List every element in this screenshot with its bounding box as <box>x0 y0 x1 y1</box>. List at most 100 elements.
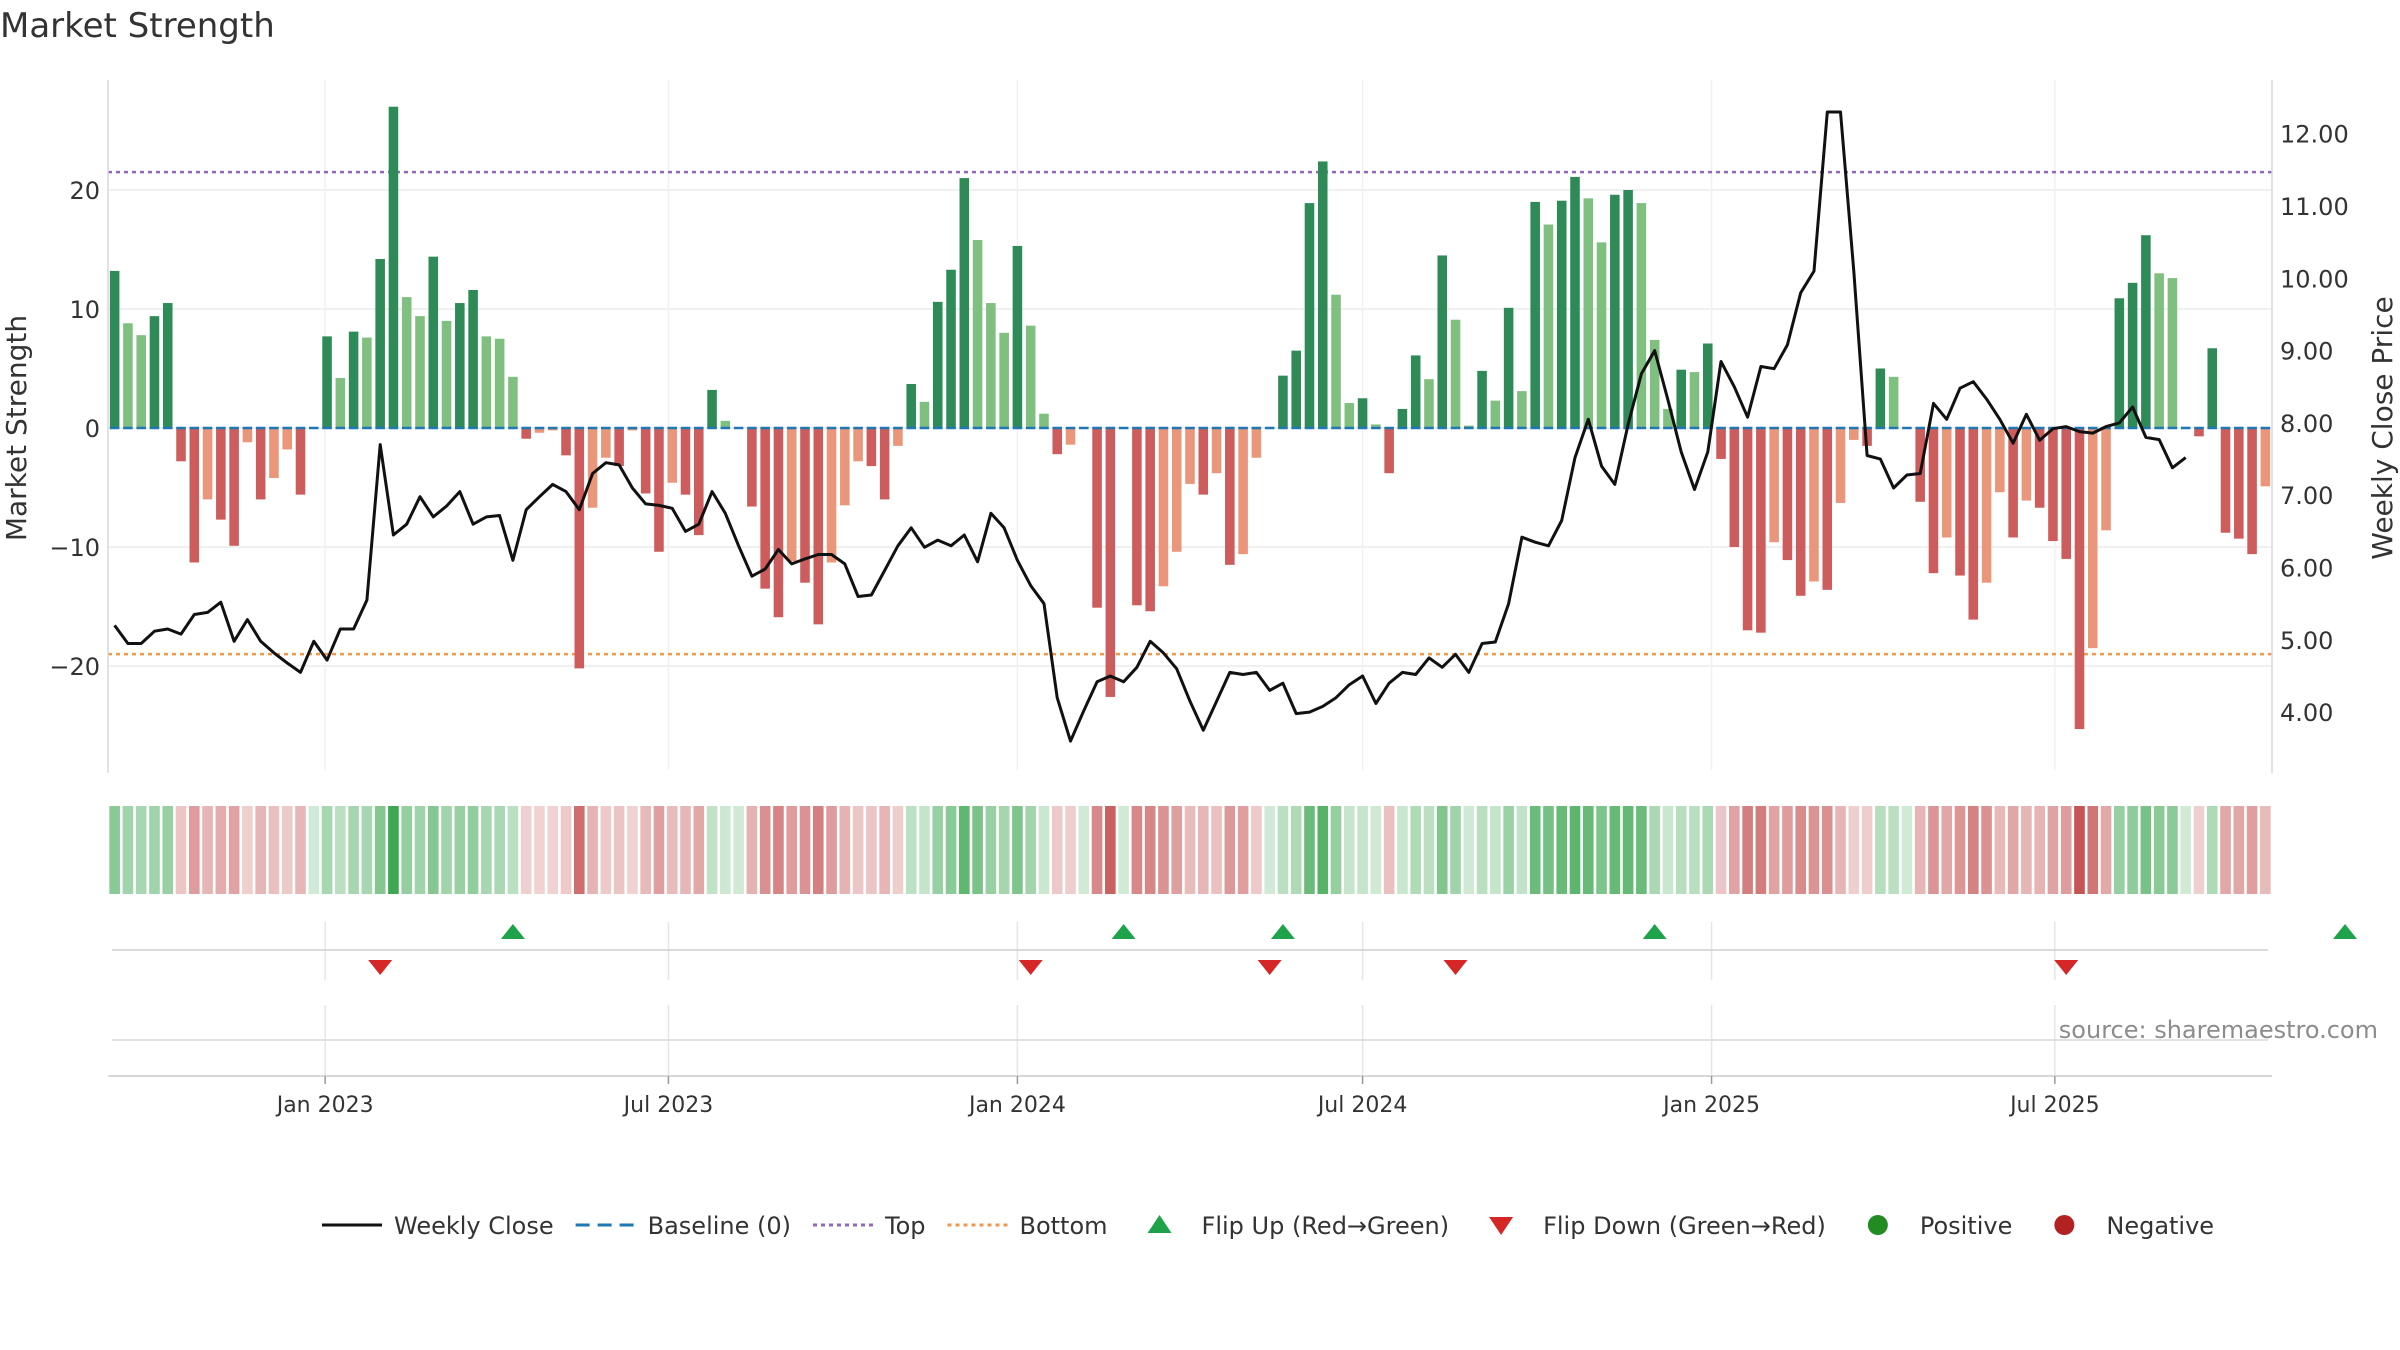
heat-cell <box>202 806 213 894</box>
strength-bar <box>813 428 824 625</box>
heat-cell <box>188 806 200 894</box>
heat-cell <box>1609 806 1621 894</box>
heat-cell <box>1224 806 1236 894</box>
legend-label: Flip Up (Red→Green) <box>1202 1212 1450 1240</box>
heat-cell <box>1729 806 1740 894</box>
strength-bar <box>2074 428 2085 730</box>
strength-bar <box>1822 428 1833 590</box>
heat-cell <box>2246 806 2258 894</box>
strength-bar <box>1623 190 1633 428</box>
strength-bar <box>1769 428 1779 543</box>
strength-bar <box>149 316 160 428</box>
strength-bar <box>2220 428 2231 533</box>
strength-bar <box>1809 428 1819 582</box>
strength-bar <box>1995 428 2005 493</box>
heat-cell <box>1768 806 1780 894</box>
strength-bar <box>2141 235 2151 428</box>
heat-cell <box>1967 806 1979 894</box>
strength-bar <box>2008 428 2018 538</box>
strength-bar <box>932 301 943 428</box>
flip-up-marker <box>1270 924 1295 939</box>
strength-bar <box>1291 350 1301 428</box>
strength-bar <box>415 316 425 428</box>
flip-down-marker <box>1018 960 1043 975</box>
strength-bar <box>2260 428 2271 487</box>
strength-bar <box>1517 391 1527 428</box>
heat-cell <box>242 806 253 894</box>
strength-heat-strip <box>109 806 2271 894</box>
strength-bar <box>1092 428 1102 608</box>
x-tick-label: Jul 2023 <box>622 1093 714 1118</box>
strength-bar <box>1171 428 1182 552</box>
y-tick-label: −20 <box>49 653 100 681</box>
heat-cell <box>919 806 930 894</box>
heat-cell <box>600 806 612 894</box>
heat-cell <box>122 806 134 894</box>
heat-cell <box>1928 806 1939 894</box>
heat-cell <box>653 806 665 894</box>
heat-cell <box>945 806 957 894</box>
strength-bar <box>2048 428 2058 542</box>
strength-bar <box>1198 428 1209 495</box>
strength-bar <box>2234 428 2244 539</box>
heat-cell <box>1715 806 1727 894</box>
y2-tick-label: 11.00 <box>2280 193 2349 221</box>
heat-cell <box>335 806 346 894</box>
heat-cell <box>1490 806 1501 894</box>
strength-bar <box>1649 339 1660 428</box>
strength-bar <box>534 428 545 433</box>
heat-cell <box>1675 806 1687 894</box>
heat-cell <box>255 806 266 894</box>
heat-cell <box>1808 806 1820 894</box>
strength-bar <box>1490 400 1501 428</box>
heat-cell <box>839 806 851 894</box>
gridlines <box>108 80 2272 1075</box>
strength-bar <box>1955 428 1965 576</box>
heat-cell <box>1383 806 1395 894</box>
heat-cell <box>162 806 174 894</box>
weekly-close-line <box>113 110 2187 743</box>
strength-bar <box>1450 319 1461 428</box>
strength-bar <box>654 428 664 552</box>
heat-cell <box>281 806 293 894</box>
strength-bar <box>906 383 916 428</box>
heat-cell <box>361 806 373 894</box>
strength-bar <box>2154 273 2164 428</box>
heat-cell <box>1954 806 1966 894</box>
heat-cell <box>308 806 320 894</box>
heat-cell <box>1038 806 1050 894</box>
flip-down-marker <box>368 960 393 975</box>
heat-cell <box>2180 806 2192 894</box>
strength-bar <box>2021 428 2032 501</box>
heat-cell <box>613 806 625 894</box>
strength-bar <box>919 401 930 428</box>
strength-bar <box>1437 255 1448 428</box>
strength-bar <box>587 428 598 508</box>
strength-bar <box>2167 278 2178 428</box>
strength-bar <box>1875 368 1886 428</box>
strength-bar <box>1105 428 1116 697</box>
legend-label: Negative <box>2106 1212 2214 1240</box>
strength-bar <box>162 303 173 428</box>
heat-cell <box>494 806 505 894</box>
heat-cell <box>547 806 559 894</box>
strength-bar <box>1795 428 1806 596</box>
heat-cell <box>733 806 744 894</box>
strength-bar <box>123 323 133 428</box>
flip-up-marker <box>1642 924 1667 939</box>
heat-cell <box>175 806 187 894</box>
x-tick-label: Jul 2024 <box>1316 1093 1408 1118</box>
heat-cell <box>746 806 758 894</box>
heat-cell <box>985 806 997 894</box>
heat-cell <box>2114 806 2125 894</box>
x-tick-label: Jan 2025 <box>1661 1093 1760 1118</box>
strength-bar <box>1477 370 1487 428</box>
strength-bar <box>255 428 266 500</box>
legend-label: Bottom <box>1020 1212 1108 1240</box>
strength-bar <box>1702 343 1713 428</box>
chart-title: Market Strength <box>0 6 275 46</box>
strength-bar <box>1928 428 1939 574</box>
strength-bar <box>946 269 956 428</box>
strength-bar <box>840 428 850 506</box>
strength-bar <box>2207 348 2218 428</box>
